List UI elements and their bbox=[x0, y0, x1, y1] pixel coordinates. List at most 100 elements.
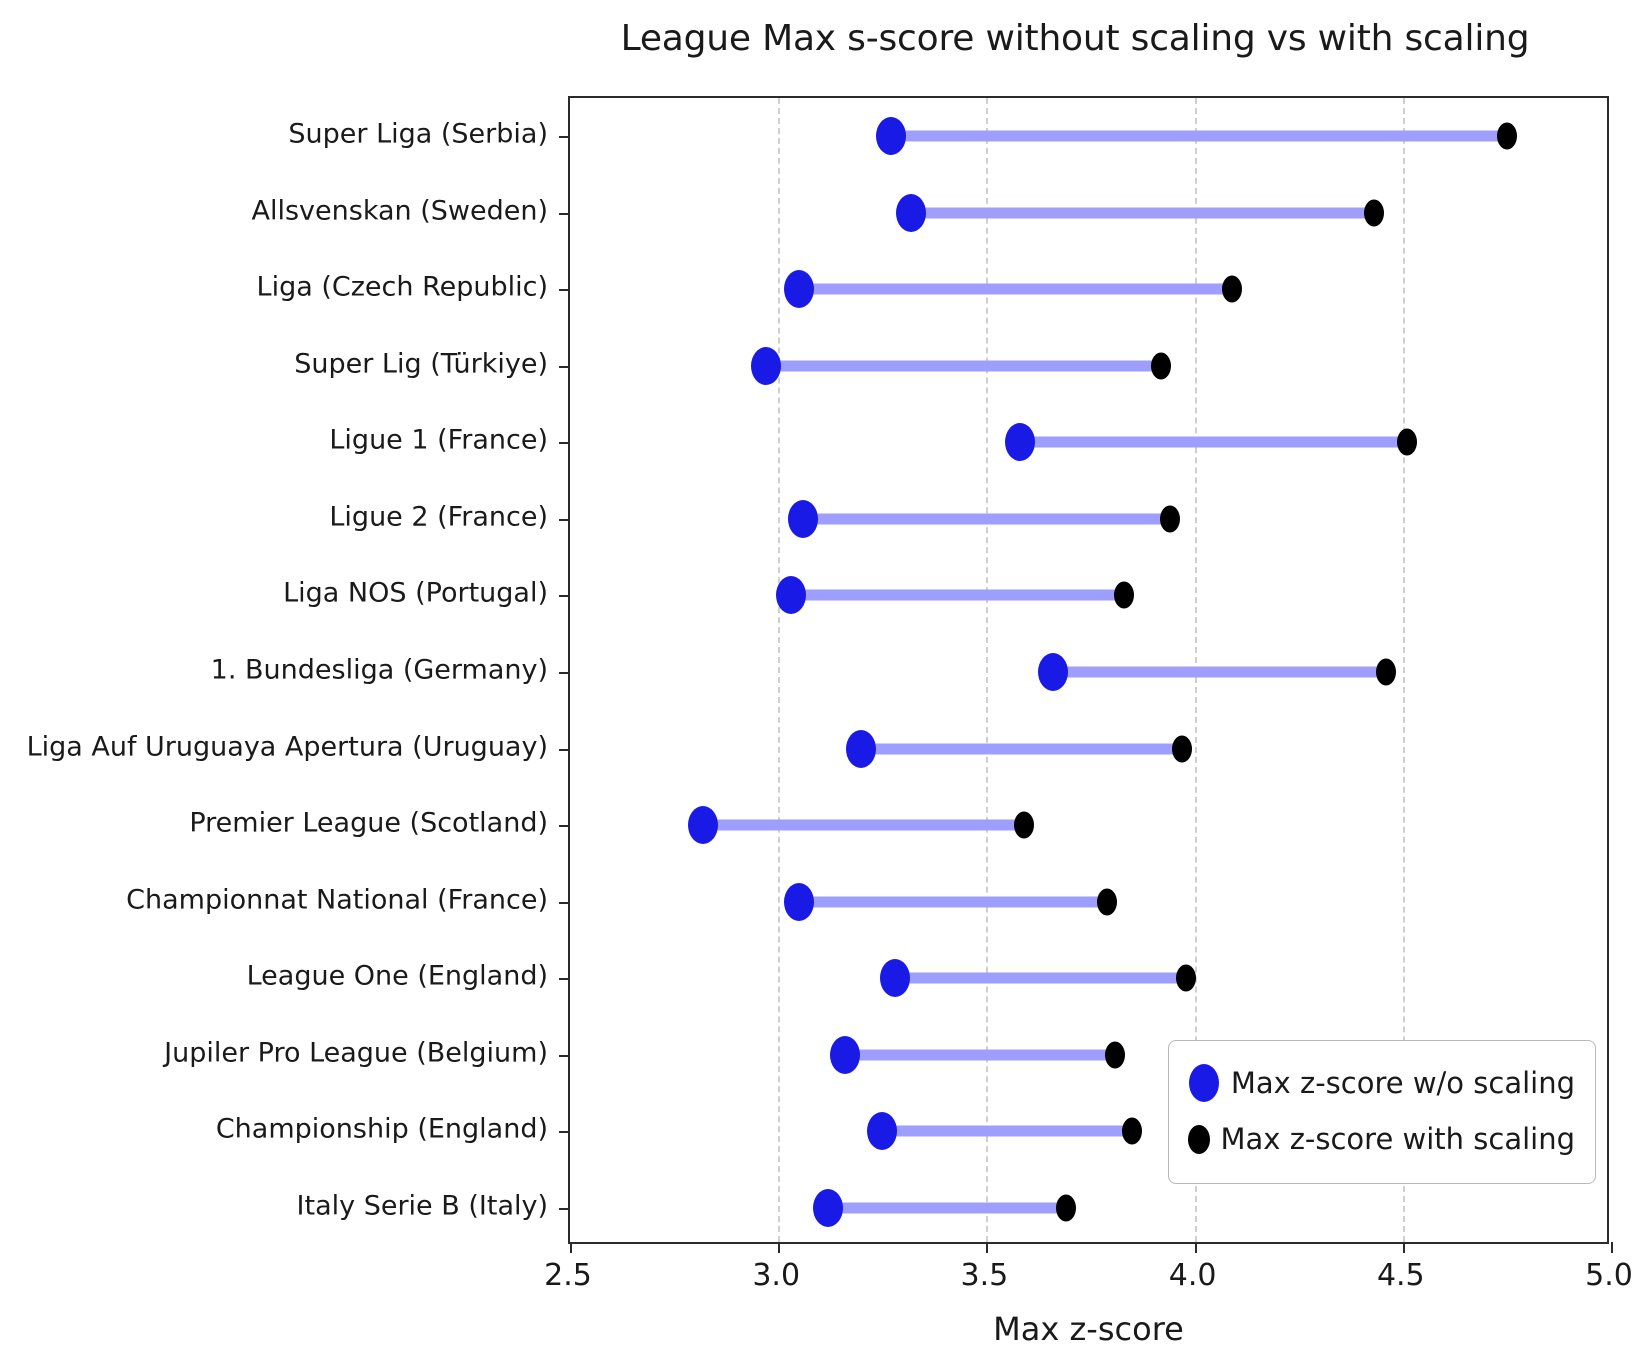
data-point-without-scaling[interactable] bbox=[896, 193, 927, 232]
y-axis-category-label: Super Lig (Türkiye) bbox=[294, 348, 548, 380]
connector-line bbox=[790, 589, 1124, 601]
y-axis-category-label: Liga (Czech Republic) bbox=[256, 271, 548, 303]
legend-marker-blue-circle-icon bbox=[1187, 1064, 1221, 1102]
chart-legend: Max z-score w/o scaling Max z-score with… bbox=[1168, 1040, 1596, 1184]
connector-line bbox=[703, 819, 1024, 831]
connector-line bbox=[882, 1125, 1133, 1137]
y-axis-category-label: 1. Bundesliga (Germany) bbox=[210, 654, 548, 686]
data-point-without-scaling[interactable] bbox=[775, 576, 806, 615]
gridline bbox=[986, 98, 989, 1242]
y-axis-category-label: Championnat National (France) bbox=[126, 884, 548, 916]
y-tick-mark bbox=[559, 901, 570, 904]
y-tick-mark bbox=[559, 1207, 570, 1210]
x-tick-label: 2.5 bbox=[544, 1258, 592, 1293]
chart-title: League Max s-score without scaling vs wi… bbox=[620, 18, 1530, 59]
data-point-with-scaling[interactable] bbox=[1151, 352, 1172, 380]
data-point-with-scaling[interactable] bbox=[1105, 1041, 1126, 1069]
y-axis-category-label: League One (England) bbox=[246, 960, 548, 992]
data-point-with-scaling[interactable] bbox=[1222, 275, 1243, 303]
y-axis-category-label: Premier League (Scotland) bbox=[189, 807, 548, 839]
connector-line bbox=[1019, 436, 1407, 448]
plot-area bbox=[559, 96, 1613, 1253]
y-axis-category-label: Liga Auf Uruguaya Apertura (Uruguay) bbox=[26, 731, 548, 763]
x-tick-mark bbox=[570, 1242, 572, 1253]
x-tick-mark bbox=[778, 1242, 781, 1253]
data-point-with-scaling[interactable] bbox=[1376, 658, 1397, 686]
connector-line bbox=[765, 360, 1162, 372]
data-point-with-scaling[interactable] bbox=[1055, 1194, 1076, 1222]
x-tick-mark bbox=[986, 1242, 989, 1253]
data-point-with-scaling[interactable] bbox=[1363, 199, 1384, 227]
connector-line bbox=[844, 1049, 1116, 1061]
x-axis-title: Max z-score bbox=[993, 1310, 1184, 1348]
x-tick-label: 5.0 bbox=[1585, 1258, 1633, 1293]
y-axis-category-label: Jupiler Pro League (Belgium) bbox=[164, 1037, 548, 1069]
data-point-without-scaling[interactable] bbox=[688, 806, 719, 845]
gridline bbox=[778, 98, 781, 1242]
data-point-with-scaling[interactable] bbox=[1159, 505, 1180, 533]
y-axis-category-label: Allsvenskan (Sweden) bbox=[251, 195, 548, 227]
y-tick-mark bbox=[559, 672, 570, 674]
data-point-with-scaling[interactable] bbox=[1013, 811, 1034, 839]
data-point-with-scaling[interactable] bbox=[1496, 122, 1517, 150]
y-axis-category-label: Liga NOS (Portugal) bbox=[283, 577, 548, 609]
legend-label-with-scaling: Max z-score with scaling bbox=[1220, 1122, 1575, 1156]
connector-line bbox=[803, 513, 1170, 525]
data-point-with-scaling[interactable] bbox=[1176, 964, 1197, 992]
data-point-without-scaling[interactable] bbox=[879, 959, 910, 998]
data-point-without-scaling[interactable] bbox=[846, 729, 877, 768]
y-tick-mark bbox=[559, 1131, 570, 1134]
data-point-without-scaling[interactable] bbox=[1004, 423, 1035, 462]
data-point-without-scaling[interactable] bbox=[750, 346, 781, 385]
connector-line bbox=[894, 972, 1187, 984]
y-axis-category-label: Ligue 2 (France) bbox=[329, 501, 548, 533]
data-point-without-scaling[interactable] bbox=[875, 117, 906, 156]
data-point-with-scaling[interactable] bbox=[1396, 428, 1417, 456]
connector-line bbox=[799, 896, 1108, 908]
legend-marker-black-circle-icon bbox=[1187, 1124, 1211, 1154]
data-point-with-scaling[interactable] bbox=[1097, 888, 1118, 916]
connector-line bbox=[799, 283, 1233, 295]
x-tick-mark bbox=[1611, 1242, 1613, 1253]
y-tick-mark bbox=[559, 365, 570, 368]
x-tick-label: 4.0 bbox=[1168, 1258, 1217, 1293]
y-tick-mark bbox=[559, 1054, 570, 1057]
connector-line bbox=[828, 1202, 1066, 1214]
y-tick-mark bbox=[559, 442, 570, 445]
data-point-without-scaling[interactable] bbox=[813, 1188, 844, 1227]
y-tick-mark bbox=[559, 595, 570, 598]
y-tick-mark bbox=[559, 518, 570, 521]
connector-line bbox=[861, 743, 1183, 755]
y-axis-category-label: Super Liga (Serbia) bbox=[288, 118, 548, 150]
y-tick-mark bbox=[559, 289, 570, 292]
data-point-with-scaling[interactable] bbox=[1172, 735, 1193, 763]
data-point-with-scaling[interactable] bbox=[1113, 581, 1134, 609]
connector-line bbox=[1053, 666, 1387, 678]
y-axis-category-label: Championship (England) bbox=[215, 1113, 548, 1145]
data-point-without-scaling[interactable] bbox=[784, 270, 815, 309]
connector-line bbox=[890, 130, 1507, 142]
x-tick-label: 4.5 bbox=[1376, 1258, 1425, 1293]
legend-item-with-scaling: Max z-score with scaling bbox=[1187, 1111, 1575, 1167]
x-tick-label: 3.5 bbox=[960, 1258, 1009, 1293]
legend-label-without-scaling: Max z-score w/o scaling bbox=[1230, 1066, 1575, 1100]
y-tick-mark bbox=[559, 825, 570, 828]
x-tick-label: 3.0 bbox=[752, 1258, 801, 1293]
data-point-without-scaling[interactable] bbox=[1038, 653, 1069, 691]
data-point-without-scaling[interactable] bbox=[829, 1035, 860, 1074]
data-point-with-scaling[interactable] bbox=[1122, 1117, 1143, 1145]
connector-line bbox=[911, 207, 1374, 219]
x-tick-mark bbox=[1402, 1242, 1405, 1253]
x-tick-mark bbox=[1194, 1242, 1197, 1253]
y-tick-mark bbox=[559, 212, 570, 215]
y-tick-mark bbox=[559, 978, 570, 981]
y-axis-category-label: Ligue 1 (France) bbox=[329, 424, 548, 456]
data-point-without-scaling[interactable] bbox=[784, 882, 815, 921]
data-point-without-scaling[interactable] bbox=[867, 1112, 898, 1151]
y-tick-mark bbox=[559, 748, 570, 751]
y-tick-mark bbox=[559, 136, 570, 139]
data-point-without-scaling[interactable] bbox=[788, 499, 819, 538]
y-axis-category-label: Italy Serie B (Italy) bbox=[296, 1190, 548, 1222]
gridline bbox=[1402, 98, 1405, 1242]
